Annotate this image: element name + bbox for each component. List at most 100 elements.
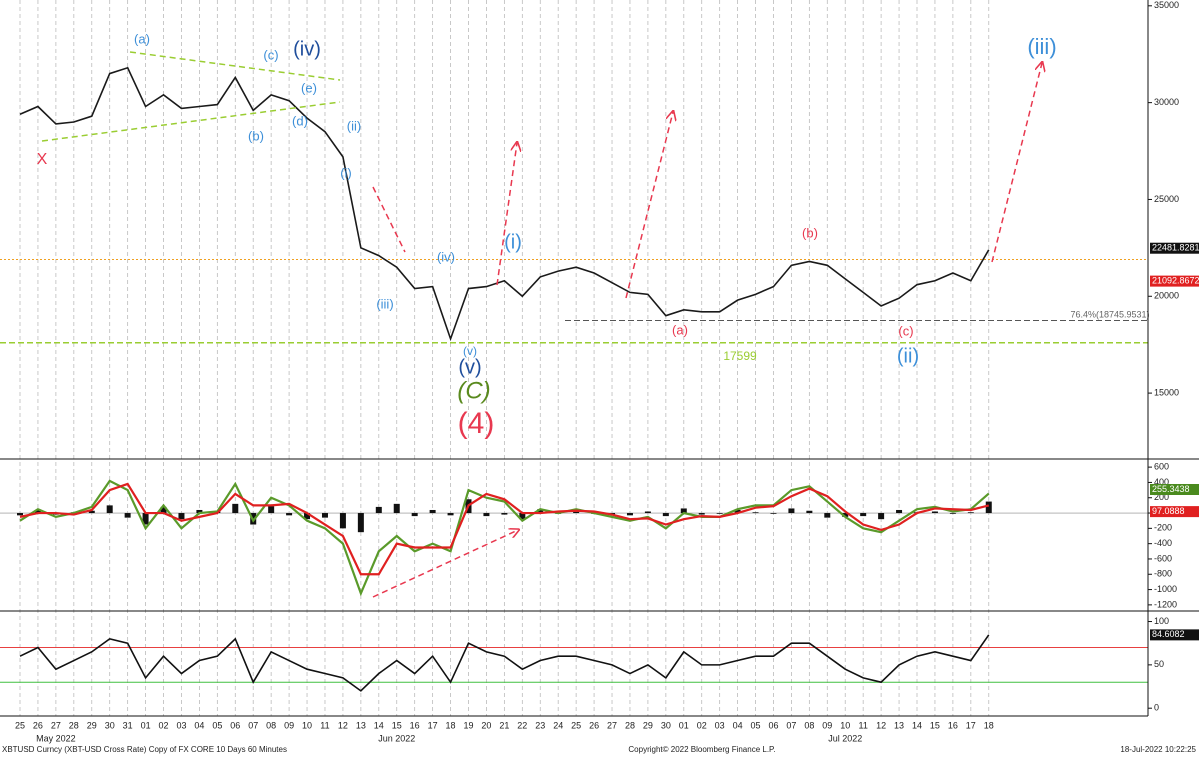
x-tick-label: 25 — [571, 720, 581, 730]
x-tick-label: 09 — [284, 720, 294, 730]
value-label: 255.3438 — [1152, 484, 1190, 494]
histogram-bar — [806, 510, 813, 514]
histogram-bar — [860, 513, 867, 517]
wave-label: (e) — [301, 80, 317, 95]
value-label-box — [1150, 483, 1199, 495]
histogram-bar — [537, 509, 544, 514]
histogram-bar — [698, 513, 705, 515]
y-tick-label: 100 — [1154, 616, 1169, 626]
histogram-bar — [106, 505, 113, 514]
histogram-bar — [967, 512, 974, 514]
day-grid — [19, 0, 990, 716]
wave-label: (iii) — [1027, 34, 1056, 59]
wave-label: 17599 — [723, 349, 757, 363]
value-label: 84.6082 — [1152, 629, 1185, 639]
month-label: Jun 2022 — [378, 733, 415, 743]
wave-label: (i) — [340, 165, 352, 180]
x-tick-label: 22 — [517, 720, 527, 730]
wave-label: (4) — [458, 407, 495, 440]
x-tick-label: 02 — [159, 720, 169, 730]
x-tick-label: 13 — [356, 720, 366, 730]
histogram-bar — [411, 513, 418, 517]
x-tick-label: 17 — [428, 720, 438, 730]
histogram-bar — [447, 513, 454, 516]
x-tick-label: 20 — [481, 720, 491, 730]
wave-label: (a) — [672, 322, 688, 337]
wave-label: (a) — [134, 31, 150, 46]
x-tick-label: 28 — [69, 720, 79, 730]
x-tick-label: 04 — [733, 720, 743, 730]
x-tick-label: 10 — [840, 720, 850, 730]
series-line — [19, 66, 990, 342]
x-tick-label: 12 — [876, 720, 886, 730]
histogram-bar — [88, 510, 95, 514]
x-tick-label: 05 — [212, 720, 222, 730]
x-tick-label: 31 — [123, 720, 133, 730]
x-tick-label: 21 — [499, 720, 509, 730]
y-tick-label: 0 — [1154, 703, 1159, 713]
x-tick-label: 14 — [912, 720, 922, 730]
histogram-bar — [429, 509, 436, 514]
trend-line — [41, 101, 341, 142]
y-tick-label: -1000 — [1154, 584, 1177, 594]
x-tick-label: 13 — [894, 720, 904, 730]
y-tick-label: 30000 — [1154, 97, 1179, 107]
x-tick-label: 19 — [463, 720, 473, 730]
histogram-bar — [304, 513, 311, 520]
wave-label: (b) — [248, 128, 264, 143]
y-tick-label: -200 — [1154, 523, 1172, 533]
y-tick-label: 35000 — [1154, 0, 1179, 10]
histogram-bar — [178, 513, 185, 520]
histogram-bar — [160, 506, 167, 514]
histogram-bar — [519, 513, 526, 520]
histogram-bar — [142, 513, 149, 525]
arrow — [372, 530, 518, 598]
histogram-bar — [357, 513, 364, 533]
histogram-bar — [842, 513, 849, 517]
histogram-bar — [680, 508, 687, 514]
x-tick-label: 26 — [33, 720, 43, 730]
arrow — [496, 143, 517, 286]
histogram-bar — [949, 513, 956, 514]
histogram-bar — [573, 511, 580, 514]
wave-label: (v) — [463, 344, 477, 358]
x-tick-label: 18 — [446, 720, 456, 730]
histogram-bar — [501, 513, 508, 515]
x-tick-label: 03 — [176, 720, 186, 730]
value-label: 22481.8281 — [1152, 243, 1199, 253]
value-label: 21092.8672 — [1152, 275, 1199, 285]
wave-label: (c) — [263, 47, 278, 62]
x-tick-label: 18 — [984, 720, 994, 730]
histogram-bar — [716, 513, 723, 514]
x-tick-label: 08 — [266, 720, 276, 730]
wave-label: (C) — [457, 377, 490, 404]
y-tick-label: -400 — [1154, 538, 1172, 548]
x-tick-label: 05 — [751, 720, 761, 730]
frame — [0, 0, 1199, 717]
x-tick-label: 25 — [15, 720, 25, 730]
x-tick-label: 11 — [320, 720, 329, 730]
y-tick-label: 15000 — [1154, 387, 1179, 397]
value-label-box — [1150, 506, 1199, 518]
wave-label: (iii) — [376, 296, 393, 311]
arrow — [625, 112, 673, 299]
wave-label: X — [37, 151, 48, 168]
histogram-bar — [788, 508, 795, 514]
y-tick-label: 600 — [1154, 461, 1169, 471]
x-tick-label: 12 — [338, 720, 348, 730]
wave-label: (i) — [504, 231, 522, 253]
value-label-box — [1150, 275, 1199, 287]
arrow — [372, 186, 406, 253]
x-tick-label: 01 — [141, 720, 151, 730]
wave-label: (c) — [898, 323, 913, 338]
y-tick-label: 20000 — [1154, 291, 1179, 301]
x-tick-label: 27 — [607, 720, 617, 730]
x-tick-label: 06 — [230, 720, 240, 730]
histogram-bar — [34, 509, 41, 514]
series-line — [19, 479, 990, 597]
x-tick-label: 04 — [194, 720, 204, 730]
histogram-bar — [375, 506, 382, 514]
x-tick-label: 02 — [697, 720, 707, 730]
histogram-bar — [734, 509, 741, 514]
